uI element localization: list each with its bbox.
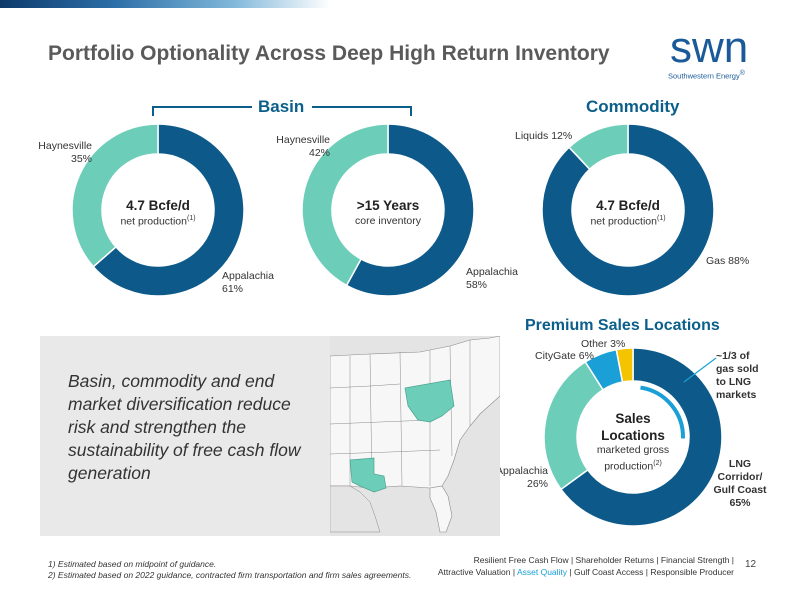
- basin-production-donut: [71, 123, 245, 297]
- haynesville-region-shape: [349, 457, 387, 493]
- appalachia-region-shape: [404, 379, 455, 423]
- donut2-center-subtitle: core inventory: [355, 215, 421, 227]
- donut-slice-other: [615, 347, 634, 383]
- donut1-haynesville-label: Haynesville 35%: [38, 140, 92, 165]
- company-logo: swn: [670, 23, 749, 72]
- diversification-quote: Basin, commodity and end market diversif…: [68, 371, 301, 483]
- donut4-citygate-label: CityGate 6%: [535, 350, 594, 362]
- donut-slice-appalachia: [345, 123, 475, 297]
- donut4-center-title: Sales Locations: [601, 411, 665, 443]
- donut-slice-lng-corridor-gulf-coast: [559, 347, 723, 527]
- donut2-haynesville-label: Haynesville 42%: [276, 134, 330, 159]
- donut3-gas-label: Gas 88%: [706, 255, 750, 267]
- lng-callout-text: ~1/3 of gas sold to LNG markets: [716, 350, 759, 401]
- donut4-other-label: Other 3%: [581, 338, 626, 350]
- premium-sales-section-heading: Premium Sales Locations: [525, 317, 720, 334]
- top-gradient-bar: [0, 0, 330, 8]
- basin-section-heading: Basin: [258, 97, 305, 116]
- commodity-section-heading: Commodity: [586, 97, 680, 116]
- donut4-lng-label: LNG Corridor/Gulf Coast 65%: [713, 458, 767, 509]
- footnote-2: 2) Estimated based on 2022 guidance, con…: [48, 570, 412, 580]
- commodity-donut: [541, 123, 715, 297]
- sales-locations-donut: [543, 347, 723, 527]
- basin-bracket-left: [152, 106, 252, 108]
- donut-slice-haynesville: [301, 123, 389, 287]
- basin-inventory-donut: [301, 123, 475, 297]
- page-number: 12: [745, 559, 757, 570]
- donut-slice-appalachia: [92, 123, 245, 297]
- donut1-center-subtitle: net production(1): [120, 215, 196, 228]
- donut3-center-subtitle: net production(1): [590, 215, 666, 228]
- donut-slice-haynesville: [71, 123, 159, 268]
- donut-slice-liquids: [568, 123, 629, 171]
- quote-panel: [40, 336, 330, 536]
- donut3-center-title: 4.7 Bcfe/d: [596, 198, 660, 213]
- footnotes: 1) Estimated based on midpoint of guidan…: [48, 559, 411, 581]
- basin-bracket-right-tick: [410, 106, 412, 116]
- donut2-appalachia-label: Appalachia 58%: [466, 266, 518, 291]
- company-logo-subtitle: Southwestern Energy®: [668, 70, 745, 81]
- us-map-illustration: [329, 335, 501, 533]
- page-title: Portfolio Optionality Across Deep High R…: [48, 42, 610, 65]
- donut4-center-subtitle: marketed gross production(2): [596, 444, 670, 473]
- donut1-center-title: 4.7 Bcfe/d: [126, 198, 190, 213]
- lng-highlight-arc: [640, 385, 685, 439]
- donut1-appalachia-label: Appalachia 61%: [222, 270, 274, 295]
- lng-callout-connector: [683, 357, 717, 383]
- footer-tagline-line2: Attractive Valuation | Asset Quality | G…: [437, 567, 734, 577]
- donut2-center-title: >15 Years: [356, 198, 420, 213]
- donut-slice-gas: [541, 123, 715, 297]
- footer-tagline-line1: Resilient Free Cash Flow | Shareholder R…: [473, 555, 734, 565]
- basin-bracket-right: [312, 106, 412, 108]
- basin-bracket-left-tick: [152, 106, 154, 116]
- us-map-panel: [329, 335, 501, 536]
- donut4-appalachia-label: Appalachia 26%: [496, 465, 548, 490]
- donut3-liquids-label: Liquids 12%: [515, 130, 573, 142]
- footer-tagline: Resilient Free Cash Flow | Shareholder R…: [430, 554, 734, 578]
- footnote-1: 1) Estimated based on midpoint of guidan…: [48, 559, 217, 569]
